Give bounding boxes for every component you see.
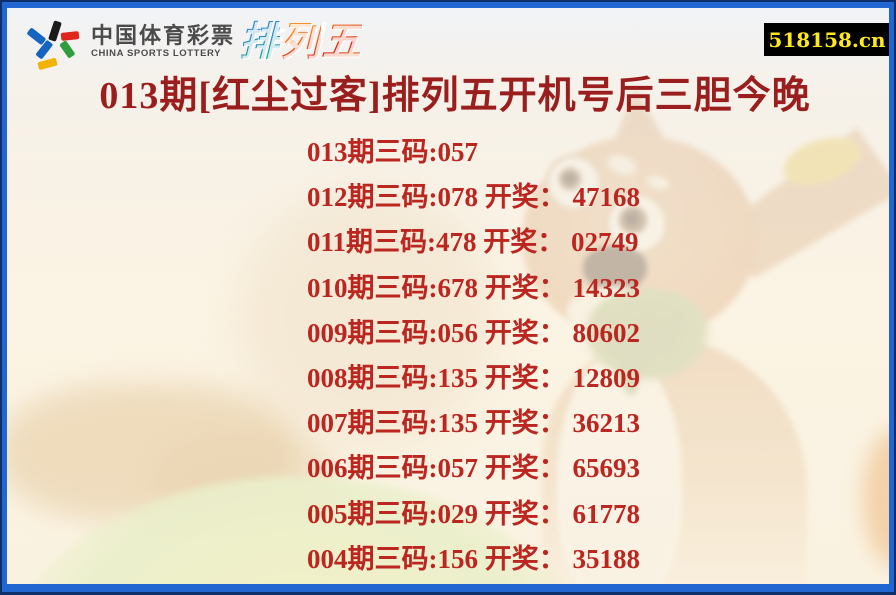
result-line: 010期三码:678 开奖： 14323 bbox=[307, 272, 640, 303]
site-domain-text: 518158.cn bbox=[768, 27, 886, 52]
fox-green-leaf bbox=[643, 304, 693, 366]
fox-ear-tip bbox=[777, 128, 867, 194]
result-line: 013期三码:057 bbox=[307, 137, 478, 167]
result-line: 005期三码:029 开奖： 61778 bbox=[307, 498, 640, 529]
result-line: 008期三码:135 开奖： 12809 bbox=[307, 362, 640, 393]
result-line: 012期三码:078 开奖： 47168 bbox=[307, 182, 640, 213]
page-title: 013期[红尘过客]排列五开机号后三胆今晚 bbox=[99, 75, 811, 117]
logo-text: 中国体育彩票 CHINA SPORTS LOTTERY bbox=[91, 23, 236, 60]
logo-name-cn: 中国体育彩票 bbox=[91, 23, 236, 48]
game-name-char: 五 bbox=[321, 20, 363, 64]
china-sports-lottery-logo-icon bbox=[27, 20, 80, 70]
game-name-char: 列 bbox=[280, 20, 322, 64]
logo-name-en: CHINA SPORTS LOTTERY bbox=[91, 48, 222, 59]
results-list: 013期三码:057 012期三码:078 开奖： 47168 011期三码:4… bbox=[307, 130, 640, 582]
site-domain-badge: 518158.cn bbox=[764, 23, 889, 56]
result-line: 004期三码:156 开奖： 35188 bbox=[307, 543, 640, 574]
background-blob bbox=[7, 383, 297, 523]
result-line: 006期三码:057 开奖： 65693 bbox=[307, 453, 640, 484]
result-line: 011期三码:478 开奖： 02749 bbox=[307, 227, 639, 258]
result-line: 009期三码:056 开奖： 80602 bbox=[307, 317, 640, 348]
game-name-char: 排 bbox=[239, 20, 281, 64]
fox-fur-spot bbox=[645, 173, 671, 192]
fox-ear bbox=[697, 128, 889, 278]
result-line: 007期三码:135 开奖： 36213 bbox=[307, 408, 640, 439]
game-name-pailiewu: 排列五 bbox=[239, 20, 362, 64]
china-sports-lottery-logo: 中国体育彩票 CHINA SPORTS LOTTERY 排列五 bbox=[25, 18, 362, 72]
background-blob bbox=[863, 428, 889, 568]
